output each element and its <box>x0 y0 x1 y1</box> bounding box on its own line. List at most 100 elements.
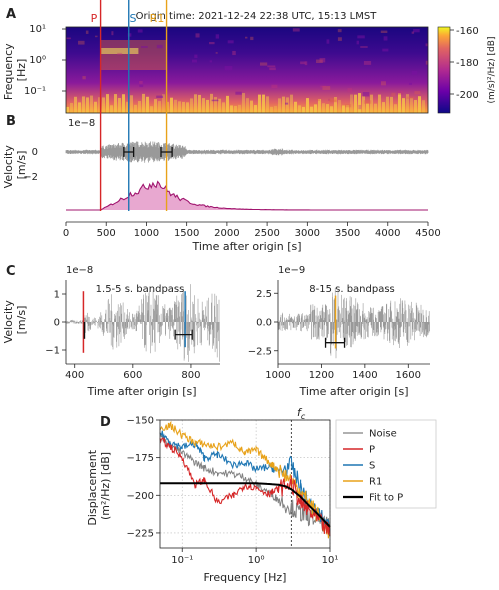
b-waveform <box>65 141 429 163</box>
spec-noise <box>127 33 132 37</box>
spec-noise <box>232 50 236 56</box>
spec-noise <box>316 98 320 101</box>
d-corner-label-sub: c <box>301 412 306 421</box>
spec-low-freq-energy <box>346 105 349 113</box>
a-ylabel-line1: Frequency <box>2 43 15 100</box>
c2-ytick-label: 2.5 <box>256 289 272 300</box>
spec-noise <box>139 80 143 84</box>
spec-low-freq-energy <box>266 96 269 113</box>
spec-low-freq-energy <box>114 94 117 113</box>
spec-noise <box>380 81 386 86</box>
spec-low-freq-energy <box>198 94 201 113</box>
spec-low-freq-energy <box>258 94 261 113</box>
c1-ylabel: Velocity [m/s] <box>2 297 28 344</box>
c1-xtick-label: 600 <box>123 370 142 381</box>
c1-scale-label: 1e−8 <box>66 265 93 276</box>
d-ytick-label: −225 <box>127 528 154 539</box>
spec-noise <box>329 97 337 103</box>
a-yticks <box>62 28 66 92</box>
spec-low-freq-energy <box>270 106 273 113</box>
spec-noise <box>235 91 242 95</box>
panel-d: −150 −175 −200 −225 10⁻¹ 10⁰ 10¹ fc Displaceme… <box>86 406 437 584</box>
spec-noise <box>215 34 220 39</box>
d-legend-label: R1 <box>369 477 382 488</box>
c1-phase-markers <box>82 291 193 353</box>
spec-noise <box>319 58 326 63</box>
spec-low-freq-energy <box>126 101 129 113</box>
spec-low-freq-energy <box>242 93 245 113</box>
spec-noise <box>337 37 342 41</box>
c2-xtick-label: 1000 <box>265 370 290 381</box>
c2-xtick-label: 1200 <box>309 370 334 381</box>
spec-low-freq-energy <box>166 101 169 113</box>
spec-noise <box>411 31 415 34</box>
colorbar-tick-1: -160 <box>456 26 479 37</box>
b-xtick-label: 1000 <box>134 228 159 239</box>
spec-low-freq-energy <box>422 100 425 113</box>
spec-noise <box>383 36 388 41</box>
spec-low-freq-energy <box>78 102 81 113</box>
spec-low-freq-energy <box>226 95 229 113</box>
b-xtick-label: 3500 <box>335 228 360 239</box>
b-ytick-0: 0 <box>32 147 38 158</box>
a-ytick-3: 10⁻¹ <box>24 86 46 97</box>
spec-low-freq-energy <box>158 101 161 113</box>
b-envelope <box>66 180 428 211</box>
spec-noise <box>156 95 164 99</box>
spec-low-freq-energy <box>330 106 333 113</box>
spec-low-freq-energy <box>366 103 369 113</box>
spec-low-freq-energy <box>274 105 277 113</box>
spec-low-freq-energy <box>398 93 401 113</box>
b-envelope-fill <box>66 181 428 210</box>
spec-noise <box>408 82 412 85</box>
spec-noise <box>397 91 404 95</box>
b-scale-label: 1e−8 <box>68 118 95 129</box>
spec-low-freq-energy <box>214 97 217 113</box>
spec-noise <box>320 85 326 88</box>
spec-low-freq-energy <box>146 96 149 113</box>
spec-noise <box>363 100 372 104</box>
origin-time-header: Origin time: 2021-12-24 22:38 UTC, 15:13… <box>136 11 378 22</box>
b-xtick-label: 3000 <box>295 228 320 239</box>
spec-low-freq-energy <box>342 105 345 113</box>
a-ytick-1: 10¹ <box>29 24 46 35</box>
spec-noise <box>344 103 352 108</box>
panel-letter-c: C <box>6 264 16 279</box>
a-ylabel-line2: [Hz] <box>15 59 28 82</box>
spec-low-freq-energy <box>118 97 121 113</box>
panel-c-right: 1e−9 8-15 s. bandpass 1000 1200 1400 1600 2.… <box>248 265 430 398</box>
c1-ytick-label: 0 <box>54 318 60 329</box>
spectrogram-background <box>66 27 428 113</box>
spec-noise <box>82 76 86 80</box>
b-xticks: 0 500 1000 1500 2000 2500 3000 3500 4000 4500 <box>63 222 441 239</box>
d-series <box>159 420 331 539</box>
spec-low-freq-energy <box>306 98 309 113</box>
spec-low-freq-energy <box>102 97 105 113</box>
spec-noise <box>425 43 428 47</box>
spec-noise <box>139 84 144 88</box>
d-series-p <box>159 436 331 537</box>
d-legend-box <box>335 419 437 509</box>
spec-low-freq-energy <box>322 103 325 113</box>
a-ylabel: Frequency [Hz] <box>2 40 28 100</box>
spec-low-freq-energy <box>358 93 361 113</box>
spec-noise <box>425 60 428 65</box>
spec-low-freq-energy <box>130 95 133 113</box>
c2-xtick-label: 1400 <box>352 370 377 381</box>
spec-low-freq-energy <box>418 96 421 113</box>
spec-low-freq-energy <box>390 96 393 113</box>
spec-low-freq-energy <box>206 99 209 113</box>
spec-noise <box>111 31 114 36</box>
d-xlabel: Frequency [Hz] <box>204 571 287 584</box>
spec-noise <box>271 84 278 89</box>
spec-noise <box>267 65 276 68</box>
spec-low-freq-energy <box>298 105 301 113</box>
phase-label-s: S <box>130 12 137 25</box>
spec-low-freq-energy <box>230 105 233 113</box>
spec-low-freq-energy <box>110 105 113 113</box>
b-envelope-line <box>66 180 428 211</box>
spec-noise <box>195 33 200 38</box>
spec-low-freq-energy <box>122 94 125 113</box>
spec-low-freq-energy <box>318 99 321 113</box>
